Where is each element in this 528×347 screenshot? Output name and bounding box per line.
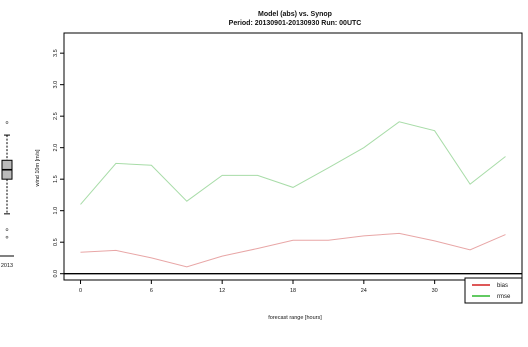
series-line-bias — [80, 232, 506, 268]
boxplot-category-label: 2013 — [1, 263, 13, 269]
x-tick-label: 12 — [219, 288, 225, 294]
x-tick-label: 24 — [361, 288, 367, 294]
outlier-point — [5, 235, 9, 239]
plot-area: 0612182430360.00.51.01.52.02.53.03.5 — [53, 32, 523, 294]
y-tick-label: 3.0 — [53, 81, 59, 89]
outlier-point — [5, 228, 9, 231]
legend-label-rmse: rmse — [497, 294, 511, 300]
y-tick-label: 0.0 — [53, 270, 59, 278]
y-tick-label: 3.5 — [53, 49, 59, 57]
y-axis-label: wind 10m [m/s] — [35, 149, 41, 187]
series-line-rmse — [80, 121, 506, 205]
boxplot-panel — [0, 121, 14, 257]
y-tick-label: 1.0 — [53, 207, 59, 215]
plot-frame — [63, 32, 523, 281]
legend: bias rmse — [464, 277, 523, 304]
x-tick-label: 0 — [79, 288, 82, 294]
outlier-point — [5, 121, 9, 124]
chart-subtitle: Period: 20130901-20130930 Run: 00UTC — [229, 20, 362, 27]
x-tick-label: 30 — [432, 288, 438, 294]
y-tick-label: 2.0 — [53, 144, 59, 152]
x-tick-label: 6 — [150, 288, 153, 294]
x-axis-label: forecast range [hours] — [268, 315, 322, 321]
chart-title: Model (abs) vs. Synop — [258, 11, 332, 18]
y-tick-label: 1.5 — [53, 175, 59, 183]
legend-box — [464, 277, 523, 304]
y-tick-label: 0.5 — [53, 238, 59, 246]
x-tick-label: 18 — [290, 288, 296, 294]
legend-label-bias: bias — [497, 283, 508, 289]
y-tick-label: 2.5 — [53, 112, 59, 120]
